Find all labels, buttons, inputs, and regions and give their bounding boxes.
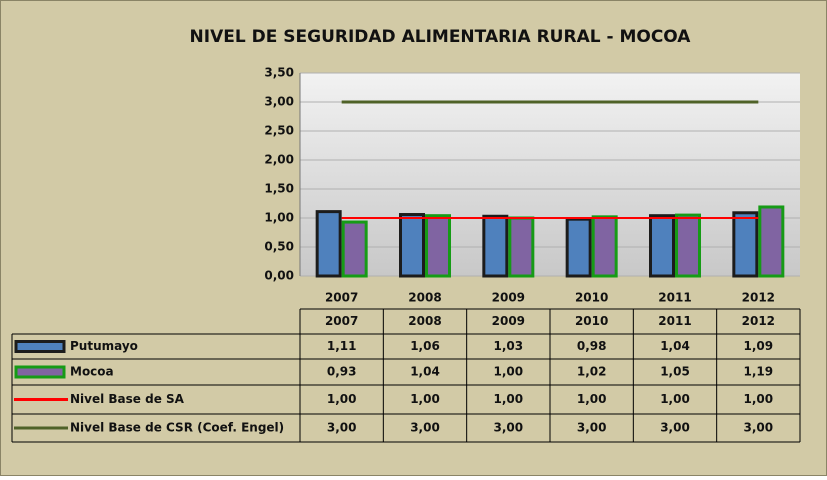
bar [315,210,342,278]
table-cell: 1,09 [744,339,774,353]
table-cell: 1,03 [494,339,524,353]
table-cell: 3,00 [494,421,524,435]
y-tick-label: 2,50 [264,124,294,138]
table-cell: 0,98 [577,339,607,353]
legend-label: Mocoa [70,365,114,379]
x-tick-label: 2009 [492,291,525,305]
table-cell: 3,00 [660,421,690,435]
x-tick-label: 2012 [742,291,775,305]
table-header: 2012 [742,314,775,328]
table-header: 2008 [408,314,441,328]
chart-title: NIVEL DE SEGURIDAD ALIMENTARIA RURAL - M… [190,27,692,47]
bar [591,215,618,278]
bar [508,216,535,278]
bar [675,213,701,278]
table-cell: 3,00 [410,421,440,435]
legend-label: Nivel Base de CSR (Coef. Engel) [70,421,284,435]
legend-key [14,340,66,353]
bar [758,205,785,278]
table-header: 2011 [658,314,691,328]
bar [425,214,451,278]
table-header: 2007 [325,314,358,328]
bar [399,213,425,278]
legend-label: Nivel Base de SA [70,392,185,406]
bar [341,220,368,278]
table-cell: 3,00 [327,421,357,435]
x-tick-label: 2010 [575,291,608,305]
y-tick-label: 2,00 [264,153,294,167]
table-cell: 1,00 [327,392,357,406]
table-cell: 1,00 [744,392,774,406]
table-cell: 1,00 [660,392,690,406]
table-cell: 1,00 [410,392,440,406]
y-tick-label: 0,50 [264,240,294,254]
plot-area [300,73,800,276]
table-cell: 3,00 [577,421,607,435]
y-tick-label: 0,00 [264,269,294,283]
bar [732,211,759,278]
y-tick-label: 1,50 [264,182,294,196]
table-cell: 3,00 [744,421,774,435]
bar [482,214,509,278]
table-cell: 1,19 [744,365,774,379]
x-tick-label: 2011 [658,291,691,305]
y-tick-label: 3,00 [264,95,294,109]
table-cell: 1,00 [577,392,607,406]
table-header: 2009 [492,314,525,328]
legend-label: Putumayo [70,339,138,353]
y-tick-label: 3,50 [264,66,294,80]
table-cell: 1,02 [577,365,607,379]
x-tick-label: 2007 [325,291,358,305]
table-cell: 1,11 [327,339,357,353]
x-tick-label: 2008 [408,291,441,305]
table-cell: 1,06 [410,339,440,353]
bar [565,217,592,278]
table-header: 2010 [575,314,608,328]
table-cell: 1,05 [660,365,690,379]
table-cell: 0,93 [327,365,357,379]
y-tick-label: 1,00 [264,211,294,225]
table-cell: 1,04 [660,339,690,353]
bar [649,214,675,278]
legend-key [14,365,66,379]
table-cell: 1,04 [410,365,440,379]
table-cell: 1,00 [494,392,524,406]
table-cell: 1,00 [494,365,524,379]
